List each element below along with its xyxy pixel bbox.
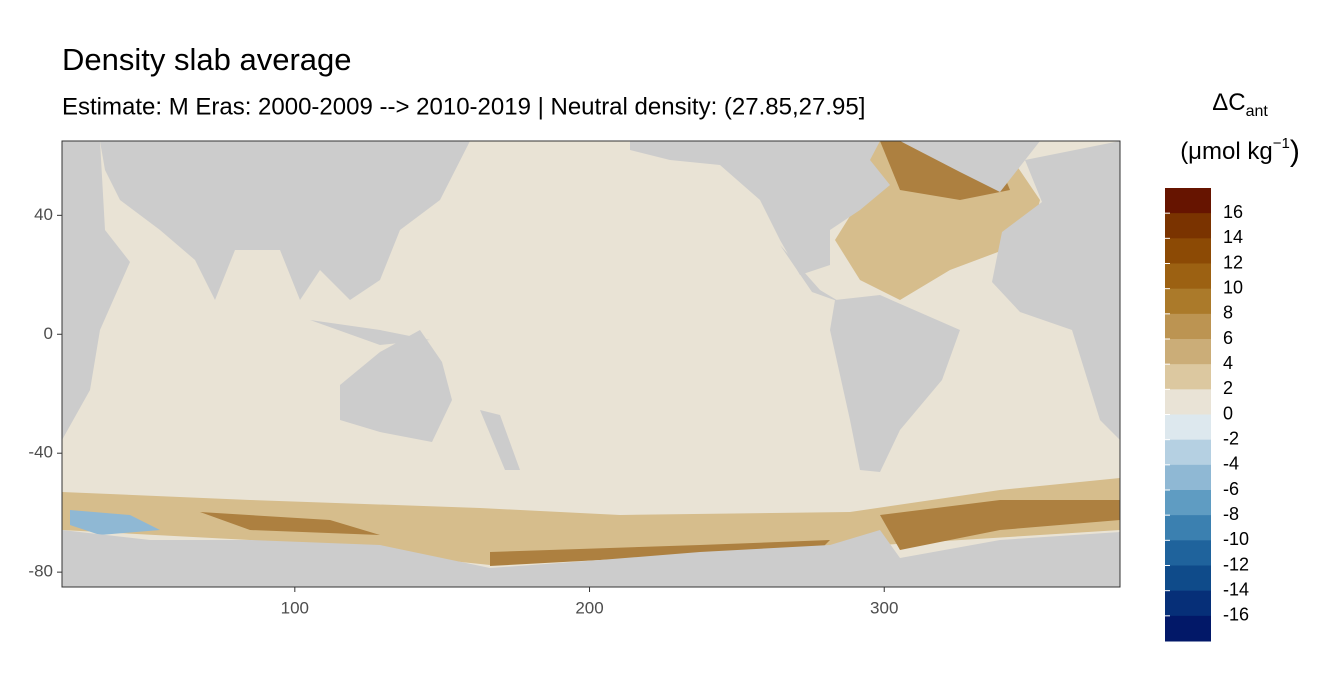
colorbar-tick-label: 2 [1223,378,1233,398]
colorbar-tick-label: 0 [1223,403,1233,423]
land [62,141,1120,587]
colorbar-tick-label: 4 [1223,353,1233,373]
colorbar-tick-label: 12 [1223,252,1243,272]
map-panel [61,140,1121,588]
colorbar-bin [1165,515,1211,541]
legend-unit-main: (μmol kg [1180,138,1273,165]
colorbar-bin [1165,439,1211,466]
colorbar-tick-label: 14 [1223,227,1243,247]
colorbar-bin [1165,188,1211,214]
colorbar-bin [1165,590,1211,617]
colorbar-bin [1165,238,1211,264]
y-tick-label: -80 [28,562,53,581]
colorbar-bin [1165,263,1211,290]
y-tick-label: -40 [28,443,53,462]
colorbar-bin [1165,288,1211,315]
legend-unit-sup: −1 [1273,135,1290,152]
colorbar-tick-label: -6 [1223,479,1239,499]
colorbar-bin [1165,213,1211,239]
y-tick-label: 40 [34,205,53,224]
legend-title-main: ΔC [1212,89,1245,116]
colorbar-tick-label: 6 [1223,328,1233,348]
legend-title-sub: ant [1246,103,1269,120]
legend-unit-end: ) [1290,135,1300,168]
colorbar-tick-label: -2 [1223,428,1239,448]
legend-title: ΔCant [1212,89,1268,120]
colorbar-bin [1165,565,1211,592]
panel-border [61,140,1121,588]
colorbar-tick-label: -12 [1223,554,1249,574]
x-tick-label: 100 [281,598,309,617]
x-tick-label: 300 [870,598,898,617]
colorbar-tick-label: -4 [1223,454,1239,474]
chart-subtitle: Estimate: M Eras: 2000-2009 --> 2010-201… [62,93,865,120]
legend: ΔCant (μmol kg−1) 16 14 12 10 8 6 4 2 0 -2 -4 -6 -8 -… [1165,89,1300,642]
colorbar-bin [1165,540,1211,566]
colorbar-bin [1165,490,1211,516]
colorbar-bin [1165,364,1211,390]
colorbar-tick-label: -14 [1223,579,1249,599]
colorbar-bin [1165,313,1211,340]
colorbar-bin [1165,464,1211,491]
colorbar-bin [1165,414,1211,441]
y-tick-label: 0 [44,324,53,343]
colorbar-tick-label: 10 [1223,277,1243,297]
colorbar-bin [1165,339,1211,365]
colorbar-tick-label: -10 [1223,529,1249,549]
field-patch [70,510,160,535]
x-tick-label: 200 [575,598,603,617]
colorbar-tick-label: -8 [1223,504,1239,524]
legend-unit: (μmol kg−1) [1180,135,1300,168]
colorbar-tick-label: 8 [1223,303,1233,323]
colorbar-bin [1165,389,1211,415]
colorbar-tick-label: 16 [1223,202,1243,222]
colorbar-tick-label: -16 [1223,605,1249,625]
colorbar-bin [1165,615,1211,642]
chart-title: Density slab average [62,42,352,77]
